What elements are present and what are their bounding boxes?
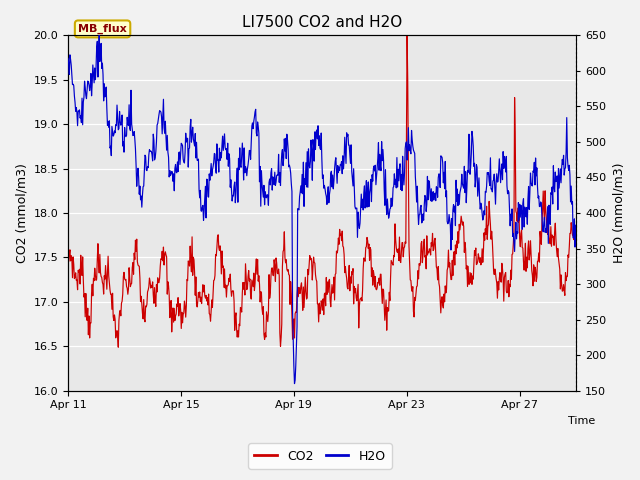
Y-axis label: CO2 (mmol/m3): CO2 (mmol/m3): [15, 163, 28, 263]
Text: MB_flux: MB_flux: [78, 24, 127, 34]
X-axis label: Time: Time: [568, 416, 595, 426]
Legend: CO2, H2O: CO2, H2O: [248, 444, 392, 469]
Title: LI7500 CO2 and H2O: LI7500 CO2 and H2O: [242, 15, 403, 30]
Y-axis label: H2O (mmol/m3): H2O (mmol/m3): [612, 163, 625, 264]
